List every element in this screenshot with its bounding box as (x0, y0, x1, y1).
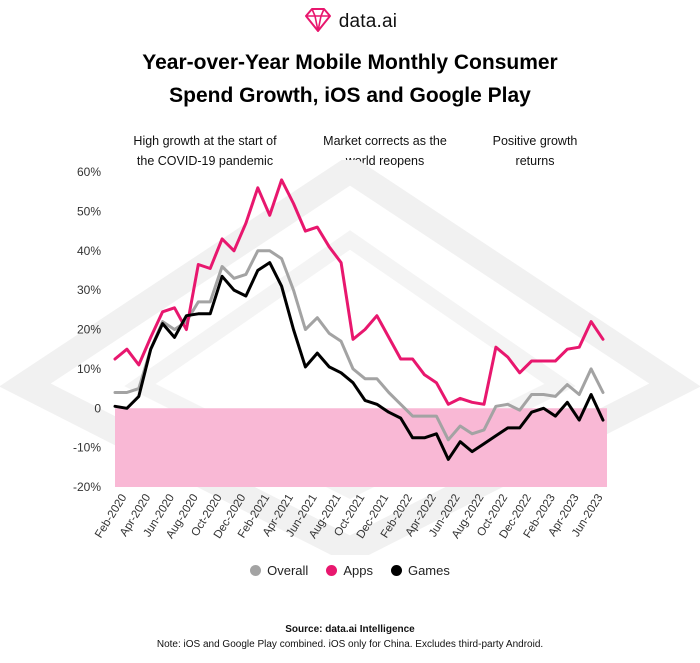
annotation-covid-line1: High growth at the start of (133, 134, 277, 148)
series-line-apps (113, 178, 605, 406)
legend-label: Apps (343, 563, 373, 578)
annotation-reopen: Market corrects as the world reopens (300, 131, 470, 171)
brand-header: data.ai (0, 7, 700, 38)
brand-name: data.ai (338, 11, 398, 32)
line-chart: 60%50%40%30%20%10%0-10%-20% Feb-2020Apr-… (0, 160, 700, 555)
legend-item-overall: Overall (250, 563, 308, 578)
annotation-positive-line2: returns (515, 154, 555, 168)
y-tick-label: 10% (77, 362, 101, 376)
chart-title-line2: Spend Growth, iOS and Google Play (169, 84, 531, 107)
chart-title: Year-over-Year Mobile Monthly Consumer S… (0, 46, 700, 112)
y-tick-label: 60% (77, 165, 101, 179)
y-tick-label: -10% (73, 441, 101, 455)
annotation-positive-line1: Positive growth (492, 134, 578, 148)
y-tick-label: 50% (77, 204, 101, 218)
chart-title-line1: Year-over-Year Mobile Monthly Consumer (142, 51, 558, 74)
source-text: Source: data.ai Intelligence (285, 624, 415, 635)
watermark (0, 160, 700, 555)
y-tick-label: 30% (77, 283, 101, 297)
legend-item-apps: Apps (326, 563, 373, 578)
legend-swatch-apps (326, 565, 338, 576)
annotation-reopen-line1: Market corrects as the (323, 134, 447, 148)
annotation-positive: Positive growth returns (455, 131, 615, 171)
negative-growth-region (115, 408, 607, 487)
y-tick-label: 20% (77, 323, 101, 337)
legend-label: Games (407, 563, 450, 578)
legend-swatch-overall (250, 565, 262, 576)
legend-label: Overall (267, 563, 309, 578)
legend-item-games: Games (390, 563, 450, 578)
legend-swatch-games (390, 565, 402, 576)
annotation-reopen-line2: world reopens (345, 154, 425, 168)
y-tick-label: -20% (73, 480, 101, 494)
legend: Overall Apps Games (0, 563, 700, 578)
series-line-overall (113, 249, 605, 442)
note-text: Note: iOS and Google Play combined. iOS … (156, 639, 544, 650)
y-tick-label: 40% (77, 244, 101, 258)
gem-logo-icon (303, 7, 333, 38)
series-line-games (113, 261, 605, 461)
y-tick-label: 0 (94, 401, 101, 415)
annotation-covid: High growth at the start of the COVID-19… (115, 131, 295, 171)
annotation-covid-line2: the COVID-19 pandemic (136, 154, 274, 168)
